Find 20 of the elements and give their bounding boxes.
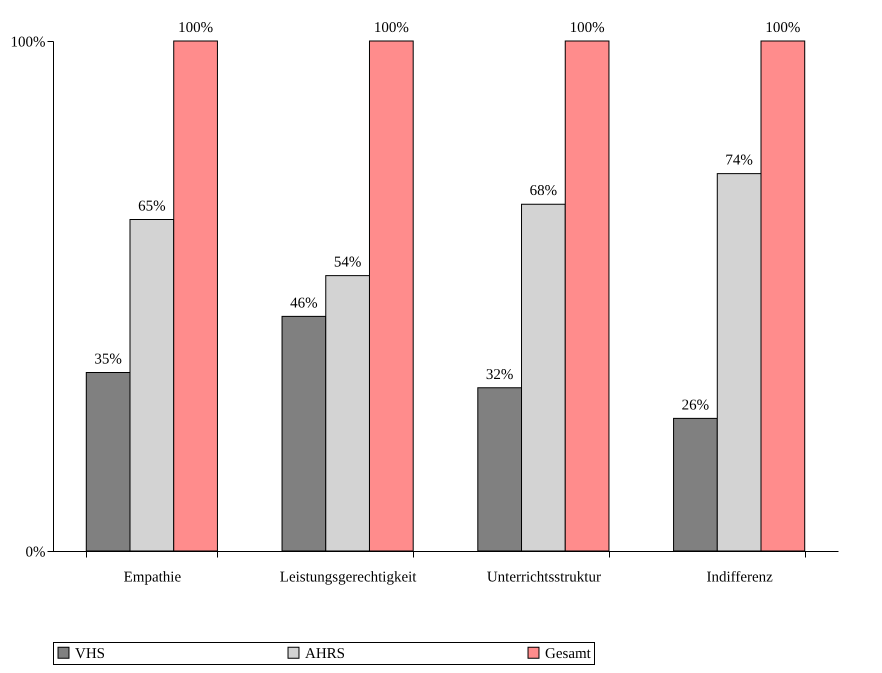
x-tick-label: Unterrichtsstruktur (486, 570, 601, 586)
data-label: 100% (765, 20, 800, 36)
legend-label: VHS (75, 646, 106, 662)
data-label: 100% (178, 20, 214, 36)
x-tick-label: Indifferenz (706, 570, 774, 586)
data-label: 54% (334, 254, 362, 271)
y-tick-label: 0% (26, 544, 46, 560)
data-label: 68% (530, 183, 558, 200)
x-tick-label: Leistungsgerechtigkeit (280, 570, 418, 586)
legend-label: AHRS (305, 646, 346, 662)
x-tick-label: Empathie (124, 570, 182, 586)
data-label: 26% (682, 397, 710, 414)
legend-label: Gesamt (545, 646, 592, 662)
data-label: 100% (570, 20, 605, 36)
data-label: 46% (290, 295, 318, 312)
data-label: 74% (725, 152, 753, 169)
data-label: 65% (138, 198, 166, 214)
data-label: 100% (374, 20, 409, 36)
data-label: 35% (94, 352, 122, 368)
data-label: 32% (486, 366, 514, 383)
